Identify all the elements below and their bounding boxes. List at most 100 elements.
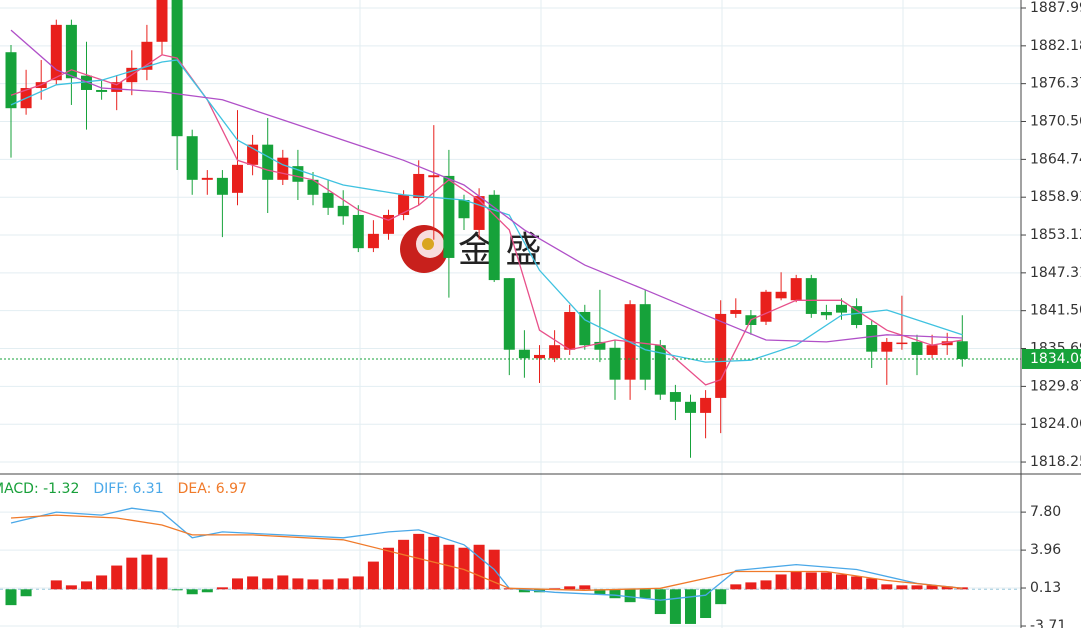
macd-bar [624, 589, 636, 603]
indicator-label: MACD: -1.32 [0, 481, 79, 497]
candle-body [639, 304, 651, 380]
candle-body [458, 199, 470, 219]
candle-body [428, 175, 440, 178]
candle-body [262, 144, 274, 180]
macd-bar [911, 585, 923, 590]
macd-plot [0, 507, 1021, 624]
candle-body [65, 24, 77, 79]
y-tick-label: 1870.56 [1030, 113, 1081, 129]
line [10, 59, 963, 363]
candle-body [473, 196, 485, 230]
line [10, 54, 963, 386]
candle-body [881, 341, 893, 352]
candle-body [488, 194, 500, 281]
candle-body [549, 345, 561, 359]
y-tick-label: 1841.50 [1030, 303, 1081, 319]
macd-bar [518, 589, 530, 593]
y-tick-label: 7.80 [1030, 504, 1061, 520]
candle-body [775, 291, 787, 299]
macd-bar [65, 585, 77, 590]
macd-bar [805, 572, 817, 590]
candle-body [866, 324, 878, 352]
macd-bar [609, 589, 621, 599]
watermark: 金 盛 [400, 225, 541, 273]
y-tick-label: 1847.31 [1030, 265, 1081, 281]
candle-body [50, 24, 62, 81]
macd-bar [322, 579, 334, 590]
macd-bar [685, 589, 696, 624]
macd-bar [216, 587, 228, 590]
candle-body [367, 233, 379, 249]
y-tick-label: 1887.99 [1030, 0, 1081, 16]
last-price-label: 1834.08 [1030, 351, 1081, 367]
candle-body [700, 397, 712, 413]
macd-bar [81, 581, 92, 590]
candle-body [669, 392, 681, 402]
macd-bar [171, 589, 183, 591]
macd-bar [760, 580, 772, 590]
candle-body [307, 179, 319, 195]
macd-bar [232, 578, 243, 590]
candle-body [111, 82, 123, 92]
y-tick-label: 1876.37 [1030, 76, 1081, 92]
macd-bar [247, 576, 259, 590]
macd-bar [549, 588, 561, 590]
macd-bar [96, 575, 108, 590]
candle-body [171, 0, 183, 137]
axis: 1887.99 1882.18 1876.37 1870.56 1864.74 1858.… [1021, 0, 1081, 628]
candle-body [322, 192, 334, 208]
candle-body [383, 214, 394, 234]
candle-body [398, 194, 410, 215]
candle-body [96, 89, 108, 92]
y-tick-label: 1824.06 [1030, 416, 1081, 432]
macd-bar [337, 578, 349, 590]
candle-body [594, 341, 606, 350]
indicator-label: DIFF: 6.31 [93, 481, 163, 497]
y-tick-label: 1858.93 [1030, 189, 1081, 205]
macd-bar [262, 578, 274, 590]
macd-bar [700, 589, 712, 619]
candle-body [247, 144, 259, 165]
macd-bar [579, 585, 591, 590]
macd-bar [367, 561, 379, 590]
macd-bar [20, 589, 32, 597]
macd-bar [398, 539, 410, 590]
macd-bar [745, 582, 757, 590]
candle-body [534, 354, 545, 359]
y-tick-label: 1864.74 [1030, 151, 1081, 167]
price-plot [0, 0, 1021, 458]
y-tick-label: 1853.12 [1030, 227, 1081, 243]
candle-body [443, 175, 455, 258]
macd-bar [639, 589, 651, 599]
candle-body [337, 205, 349, 217]
macd-bar [669, 589, 681, 624]
candle-body [156, 0, 168, 42]
indicator-label: DEA: 6.97 [178, 481, 247, 497]
candle-body [352, 214, 364, 249]
macd-bar [111, 565, 123, 590]
macd-bar [156, 557, 168, 590]
candle-body [911, 341, 923, 355]
candle-body [956, 341, 968, 359]
candle-body [413, 173, 425, 199]
candle-body [836, 304, 847, 313]
candle-body [579, 311, 591, 346]
macd-bar [594, 589, 606, 595]
macd-bar [413, 533, 425, 590]
candle-body [896, 342, 908, 345]
last-price-box [1022, 348, 1081, 369]
y-tick-label: 1829.87 [1030, 378, 1081, 394]
candle-body [277, 157, 289, 180]
macd-bar [473, 544, 485, 590]
macd-bar [851, 576, 863, 590]
line [10, 514, 963, 591]
candle-body [820, 311, 832, 316]
macd-bar [126, 557, 138, 590]
candle-body [790, 278, 802, 301]
y-tick-label: -3.71 [1030, 618, 1066, 628]
macd-bar [352, 576, 364, 590]
candle-body [926, 345, 938, 355]
time-grid [177, 0, 904, 628]
candle-body [292, 166, 304, 182]
candle-body [141, 41, 153, 70]
